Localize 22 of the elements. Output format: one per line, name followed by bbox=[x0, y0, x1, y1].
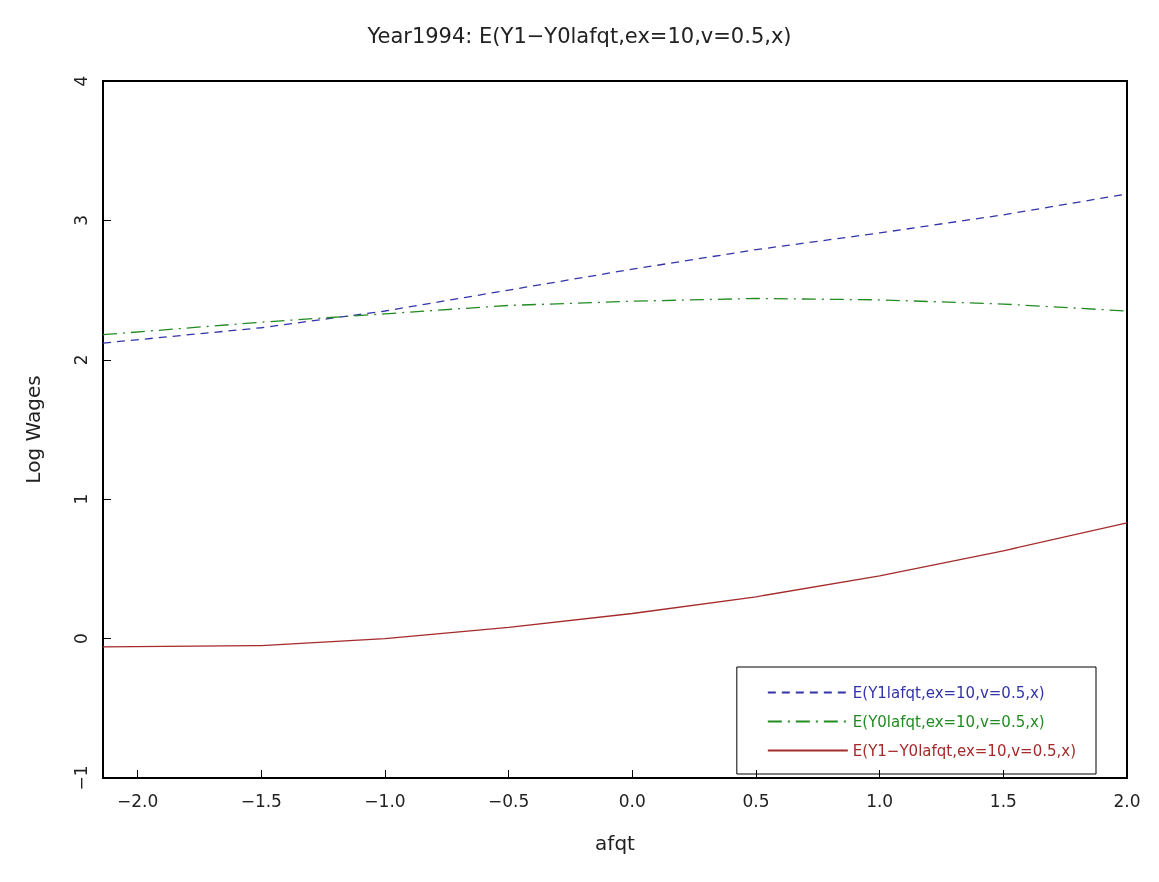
x-tick-label: 0.0 bbox=[618, 790, 646, 811]
x-axis-title: afqt bbox=[595, 831, 636, 855]
x-tick-label: −2.0 bbox=[116, 790, 159, 811]
text: E(Y1−Y0lafqt,ex=10,v=0.5,x) bbox=[852, 741, 1076, 760]
x-tick-label: −1.0 bbox=[364, 790, 406, 811]
x-tick-label: 1.0 bbox=[866, 790, 894, 811]
line-series bbox=[102, 522, 1128, 648]
chart-title: Year1994: E(Y1−Y0lafqt,ex=10,v=0.5,x) bbox=[366, 23, 792, 48]
y-tick-label: 4 bbox=[70, 75, 91, 87]
text: E(Y1lafqt,ex=10,v=0.5,x) bbox=[852, 683, 1045, 702]
y-tick-label: −1 bbox=[70, 765, 91, 791]
y-tick-label: 3 bbox=[70, 214, 91, 226]
x-tick-label: −1.5 bbox=[240, 790, 282, 811]
y-tick-label: 2 bbox=[70, 354, 91, 366]
x-tick-label: 1.5 bbox=[989, 790, 1017, 811]
text: E(Y0lafqt,ex=10,v=0.5,x) bbox=[852, 712, 1045, 731]
x-tick-label: 2.0 bbox=[1113, 790, 1141, 811]
y-tick-label: 0 bbox=[70, 633, 91, 645]
x-tick-label: −0.5 bbox=[488, 790, 530, 811]
y-axis-title: Log Wages bbox=[21, 375, 45, 484]
x-tick-label: 0.5 bbox=[742, 790, 770, 811]
y-tick-label: 1 bbox=[70, 493, 91, 505]
